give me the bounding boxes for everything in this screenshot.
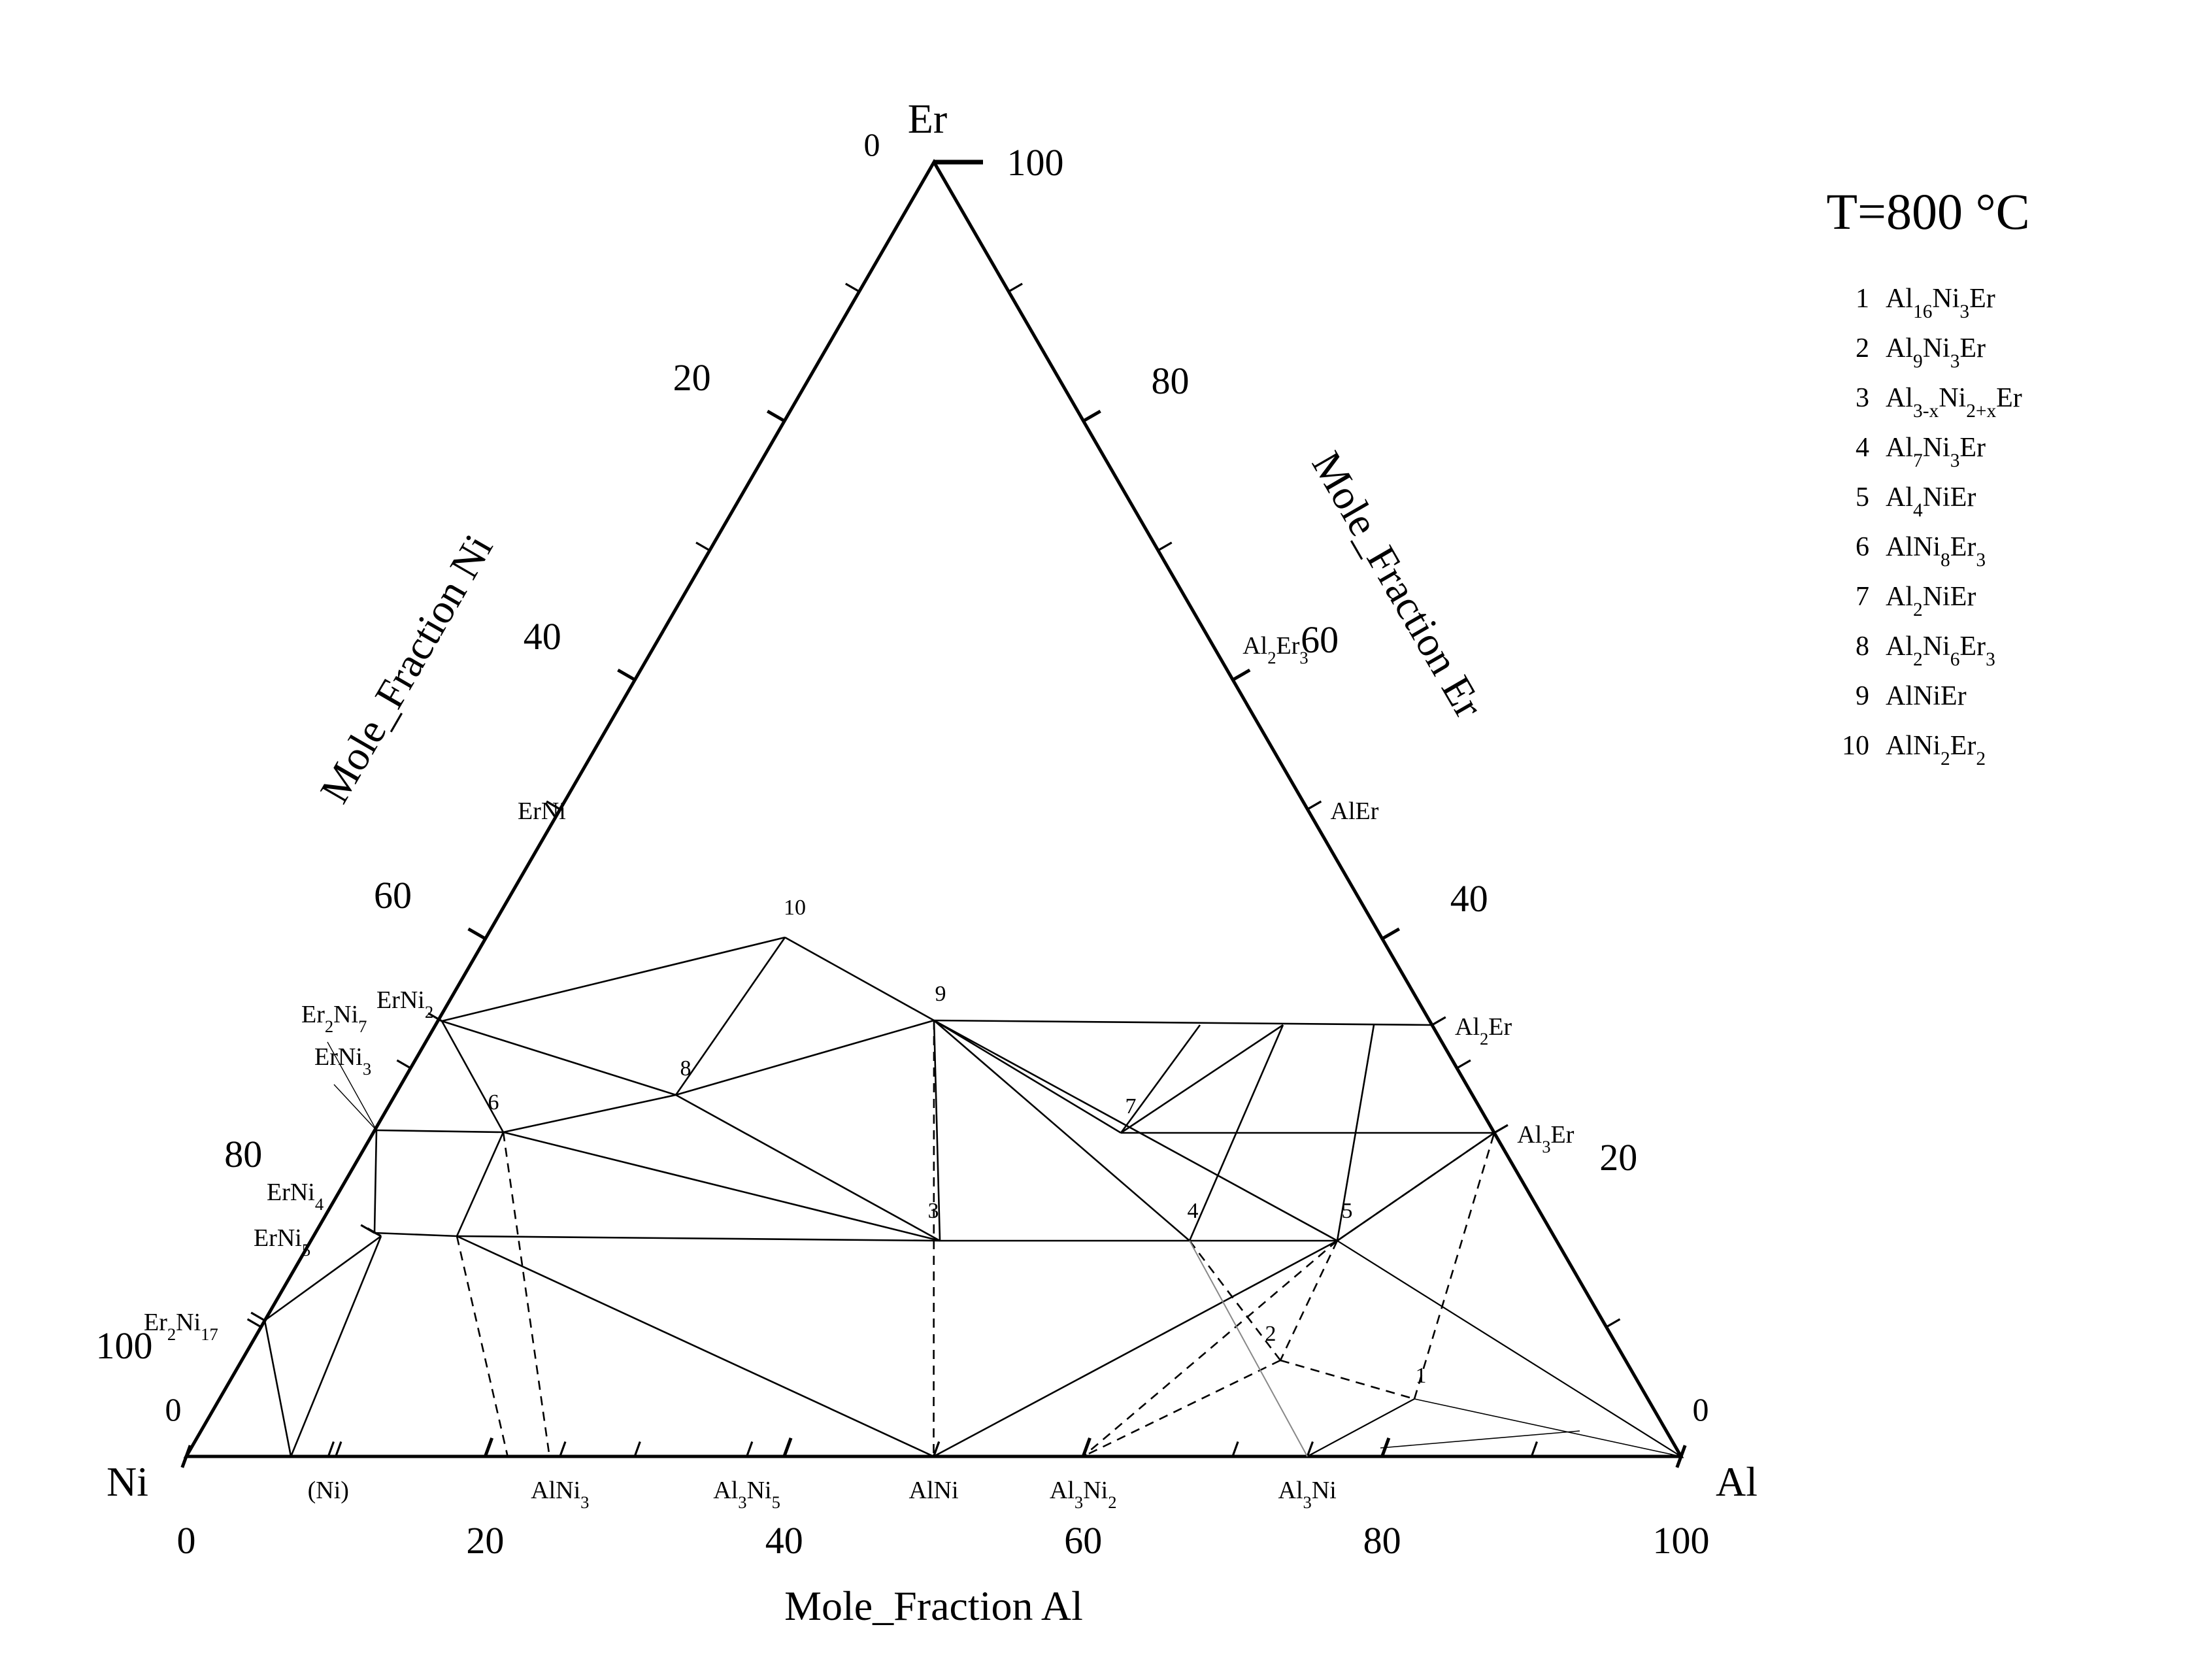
svg-text:Al3Ni5: Al3Ni5 bbox=[713, 1477, 780, 1512]
svg-text:Al4NiEr: Al4NiEr bbox=[1886, 482, 1976, 521]
svg-text:10: 10 bbox=[784, 896, 806, 920]
svg-text:4: 4 bbox=[1188, 1199, 1199, 1223]
svg-text:20: 20 bbox=[466, 1519, 504, 1562]
svg-text:Al3Ni: Al3Ni bbox=[1278, 1477, 1337, 1512]
svg-text:1: 1 bbox=[1416, 1364, 1427, 1388]
svg-text:0: 0 bbox=[1693, 1391, 1709, 1428]
svg-text:9: 9 bbox=[1856, 681, 1869, 711]
svg-text:Mole_Fraction Ni: Mole_Fraction Ni bbox=[311, 527, 502, 811]
svg-text:100: 100 bbox=[1653, 1519, 1710, 1562]
svg-text:ErNi4: ErNi4 bbox=[267, 1179, 324, 1214]
svg-text:100: 100 bbox=[1007, 141, 1064, 184]
svg-text:20: 20 bbox=[673, 356, 711, 399]
svg-text:Al2Ni6Er3: Al2Ni6Er3 bbox=[1886, 631, 1995, 670]
svg-text:8: 8 bbox=[680, 1056, 692, 1081]
svg-text:2: 2 bbox=[1265, 1322, 1276, 1346]
svg-text:AlNi8Er3: AlNi8Er3 bbox=[1886, 532, 1986, 571]
svg-text:80: 80 bbox=[1363, 1519, 1401, 1562]
svg-text:Mole_Fraction Er: Mole_Fraction Er bbox=[1303, 444, 1493, 726]
svg-text:Er2Ni7: Er2Ni7 bbox=[301, 1001, 367, 1036]
svg-text:(Ni): (Ni) bbox=[308, 1477, 349, 1504]
svg-text:1: 1 bbox=[1856, 284, 1869, 314]
svg-text:60: 60 bbox=[1064, 1519, 1102, 1562]
svg-text:Al3Ni2: Al3Ni2 bbox=[1050, 1477, 1117, 1512]
svg-text:40: 40 bbox=[524, 615, 561, 658]
svg-text:T=800 °C: T=800 °C bbox=[1826, 183, 2029, 240]
svg-text:20: 20 bbox=[1599, 1136, 1637, 1179]
svg-text:9: 9 bbox=[935, 982, 946, 1006]
svg-text:40: 40 bbox=[765, 1519, 803, 1562]
svg-text:Al: Al bbox=[1716, 1458, 1758, 1505]
svg-text:8: 8 bbox=[1856, 631, 1869, 662]
svg-text:Al3-xNi2+xEr: Al3-xNi2+xEr bbox=[1886, 383, 2022, 422]
svg-text:AlEr: AlEr bbox=[1331, 798, 1379, 825]
svg-text:10: 10 bbox=[1842, 731, 1869, 761]
svg-text:6: 6 bbox=[1856, 532, 1869, 562]
svg-text:AlNi3: AlNi3 bbox=[531, 1477, 589, 1512]
svg-text:5: 5 bbox=[1856, 482, 1869, 512]
svg-text:AlNiEr: AlNiEr bbox=[1886, 681, 1967, 711]
svg-text:Er2Ni17: Er2Ni17 bbox=[144, 1309, 218, 1344]
svg-text:40: 40 bbox=[1450, 877, 1488, 920]
svg-text:Al7Ni3Er: Al7Ni3Er bbox=[1886, 433, 1986, 471]
svg-text:6: 6 bbox=[488, 1090, 499, 1115]
svg-text:ErNi3: ErNi3 bbox=[314, 1043, 371, 1079]
svg-text:Ni: Ni bbox=[107, 1458, 148, 1505]
svg-text:0: 0 bbox=[177, 1519, 196, 1562]
svg-text:ErNi5: ErNi5 bbox=[254, 1224, 310, 1260]
svg-text:Al2Er3: Al2Er3 bbox=[1242, 632, 1308, 667]
svg-text:4: 4 bbox=[1856, 433, 1869, 463]
svg-text:7: 7 bbox=[1125, 1094, 1137, 1118]
svg-text:Er: Er bbox=[908, 95, 947, 142]
svg-text:60: 60 bbox=[374, 874, 412, 916]
svg-text:2: 2 bbox=[1856, 333, 1869, 363]
svg-text:ErNi: ErNi bbox=[518, 798, 566, 825]
svg-text:3: 3 bbox=[1856, 383, 1869, 413]
svg-text:80: 80 bbox=[1152, 360, 1190, 402]
svg-text:Mole_Fraction Al: Mole_Fraction Al bbox=[784, 1583, 1083, 1629]
svg-text:AlNi2Er2: AlNi2Er2 bbox=[1886, 731, 1986, 769]
svg-text:3: 3 bbox=[928, 1199, 939, 1223]
svg-text:Al3Er: Al3Er bbox=[1517, 1121, 1575, 1156]
svg-text:5: 5 bbox=[1342, 1199, 1353, 1223]
svg-text:Al2NiEr: Al2NiEr bbox=[1886, 582, 1976, 620]
svg-text:ErNi2: ErNi2 bbox=[376, 986, 433, 1022]
svg-text:Al2Er: Al2Er bbox=[1455, 1013, 1512, 1049]
svg-text:0: 0 bbox=[864, 126, 880, 163]
svg-text:AlNi: AlNi bbox=[909, 1477, 959, 1504]
svg-text:7: 7 bbox=[1856, 582, 1869, 612]
svg-text:Al9Ni3Er: Al9Ni3Er bbox=[1886, 333, 1986, 372]
svg-text:0: 0 bbox=[165, 1391, 182, 1428]
svg-text:80: 80 bbox=[224, 1133, 262, 1175]
svg-text:Al16Ni3Er: Al16Ni3Er bbox=[1886, 284, 1995, 322]
